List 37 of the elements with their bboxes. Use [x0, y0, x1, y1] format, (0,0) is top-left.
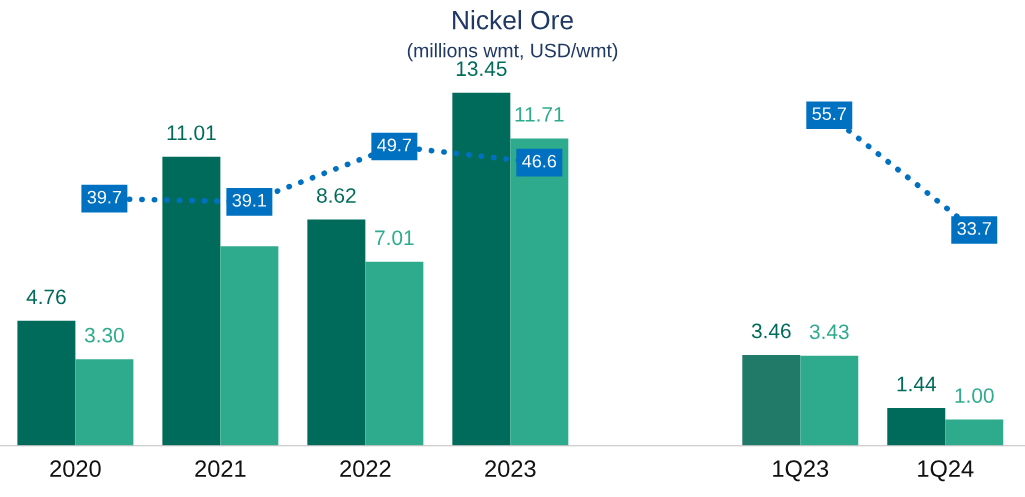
bar — [800, 355, 859, 446]
x-tick-label: 2020 — [50, 460, 101, 478]
data-label: 3.46 — [751, 323, 791, 339]
x-tick-label: 1Q23 — [773, 460, 829, 482]
x-tick-label: 2021 — [195, 460, 246, 478]
data-label: 55.7 — [812, 107, 846, 121]
bar — [742, 354, 801, 446]
data-label: 7.01 — [375, 230, 414, 246]
data-label: 1.00 — [955, 388, 994, 403]
x-tick-label: 2023 — [485, 460, 536, 478]
bar — [452, 92, 511, 446]
x-tick-label: 2022 — [340, 460, 391, 478]
data-label: 11.71 — [515, 107, 564, 122]
x-tick-label: 1Q24 — [918, 460, 974, 482]
data-label: 3.43 — [809, 324, 849, 340]
chart-subtitle: (millions wmt, USD/wmt) — [407, 43, 618, 62]
data-label: 13.45 — [456, 61, 507, 77]
data-label: 39.7 — [87, 190, 122, 204]
data-label: 3.30 — [84, 327, 124, 343]
bar — [75, 359, 134, 446]
data-label: 11.01 — [167, 125, 216, 141]
data-label: 8.62 — [316, 188, 356, 203]
data-label: 33.7 — [957, 222, 991, 235]
bar — [945, 419, 1004, 446]
bar — [365, 261, 424, 446]
bar — [307, 219, 366, 446]
data-label: 49.7 — [377, 138, 412, 152]
bar — [510, 138, 569, 446]
data-label: 39.1 — [232, 193, 267, 207]
data-label: 46.6 — [522, 154, 557, 168]
bar — [17, 320, 76, 446]
bar — [220, 246, 279, 446]
chart-title: Nickel Ore — [453, 10, 573, 30]
bar — [887, 408, 946, 446]
data-label: 4.76 — [26, 289, 66, 305]
data-label: 1.44 — [897, 376, 936, 392]
bar — [162, 156, 221, 446]
